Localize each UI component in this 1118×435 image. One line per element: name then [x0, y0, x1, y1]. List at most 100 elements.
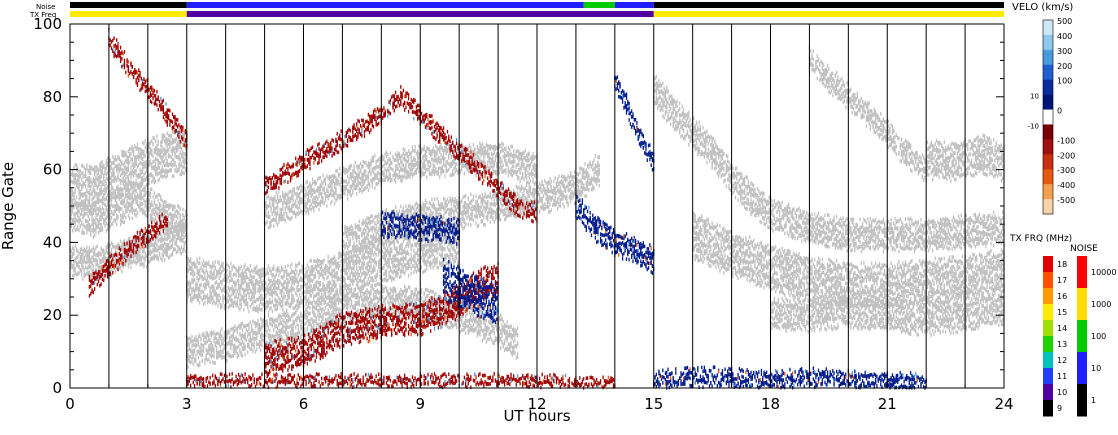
ground-echo-cell: [365, 283, 366, 287]
ground-echo-cell: [234, 351, 235, 355]
ground-echo-cell: [160, 195, 161, 199]
ground-echo-cell: [182, 233, 183, 237]
ground-echo-cell: [207, 277, 208, 281]
ground-echo-cell: [309, 283, 310, 287]
ground-echo-cell: [172, 149, 173, 153]
ground-echo-cell: [251, 303, 252, 307]
ground-echo-cell: [250, 305, 251, 309]
ground-echo-cell: [134, 239, 135, 243]
ground-echo-cell: [375, 278, 376, 282]
ground-echo-cell: [239, 299, 240, 303]
ground-echo-cell: [382, 250, 383, 254]
ground-echo-cell: [230, 261, 231, 265]
ground-echo-cell: [104, 192, 105, 196]
ground-echo-cell: [203, 284, 204, 288]
ground-echo-cell: [126, 209, 127, 213]
ground-echo-cell: [180, 132, 181, 136]
ground-echo-cell: [340, 275, 341, 279]
ground-echo-cell: [146, 191, 147, 195]
ground-echo-cell: [421, 256, 422, 260]
ground-echo-cell: [234, 266, 235, 270]
ground-echo-cell: [268, 278, 269, 282]
ground-echo-cell: [298, 289, 299, 293]
ground-echo-cell: [235, 302, 236, 306]
ground-echo-cell: [298, 280, 299, 284]
ground-echo-cell: [296, 270, 297, 274]
ground-echo-cell: [120, 159, 121, 163]
ground-echo-cell: [399, 247, 400, 251]
ground-echo-cell: [213, 355, 214, 359]
ground-echo-cell: [243, 296, 244, 300]
ground-echo-cell: [294, 306, 295, 310]
ground-echo-cell: [234, 295, 235, 299]
ground-echo-cell: [100, 165, 101, 169]
ground-echo-cell: [102, 181, 103, 185]
ground-echo-cell: [383, 278, 384, 282]
ground-echo-cell: [361, 266, 362, 270]
ground-echo-cell: [404, 247, 405, 251]
ground-echo-cell: [124, 239, 125, 243]
ground-echo-cell: [168, 256, 169, 260]
ground-echo-cell: [250, 290, 251, 294]
ground-echo-cell: [221, 289, 222, 293]
ground-echo-cell: [311, 265, 312, 269]
ground-echo-cell: [86, 261, 87, 265]
ground-echo-cell: [78, 260, 79, 264]
ground-echo-cell: [184, 230, 185, 234]
ground-echo-cell: [86, 212, 87, 216]
ground-echo-cell: [216, 332, 217, 336]
ground-echo-cell: [123, 154, 124, 158]
ground-echo-cell: [165, 204, 166, 208]
ground-echo-cell: [361, 285, 362, 289]
ground-echo-cell: [414, 260, 415, 264]
ground-echo-cell: [352, 278, 353, 282]
ground-echo-cell: [146, 160, 147, 164]
ground-echo-cell: [373, 279, 374, 283]
ground-echo-cell: [455, 251, 456, 255]
ground-echo-cell: [81, 253, 82, 257]
ground-echo-cell: [360, 259, 361, 263]
ground-echo-cell: [80, 224, 81, 228]
ground-echo-cell: [123, 176, 124, 180]
ground-echo-cell: [238, 354, 239, 358]
ground-echo-cell: [208, 358, 209, 362]
ground-echo-cell: [209, 265, 210, 269]
ground-echo-cell: [202, 289, 203, 293]
ground-echo-cell: [304, 281, 305, 285]
ground-echo-cell: [387, 258, 388, 262]
ground-echo-cell: [277, 287, 278, 291]
ground-echo-cell: [407, 250, 408, 254]
ground-echo-cell: [343, 258, 344, 262]
ground-echo-cell: [88, 228, 89, 232]
ground-echo-cell: [154, 148, 155, 152]
ground-echo-cell: [383, 252, 384, 256]
ground-echo-cell: [115, 256, 116, 260]
ground-echo-cell: [407, 243, 408, 247]
ground-echo-cell: [72, 189, 73, 193]
ground-echo-cell: [320, 288, 321, 292]
ground-echo-cell: [226, 335, 227, 339]
ground-echo-cell: [198, 262, 199, 266]
ground-echo-cell: [164, 209, 165, 213]
ground-echo-cell: [457, 251, 458, 255]
ground-echo-cell: [184, 226, 185, 230]
ground-echo-cell: [167, 210, 168, 214]
ground-echo-cell: [278, 283, 279, 287]
ground-echo-cell: [148, 182, 149, 186]
ground-echo-cell: [164, 152, 165, 156]
ground-echo-cell: [337, 276, 338, 280]
ground-echo-cell: [388, 244, 389, 248]
ground-echo-cell: [260, 294, 261, 298]
ground-echo-cell: [141, 256, 142, 260]
ground-echo-cell: [281, 293, 282, 297]
ground-echo-cell: [194, 289, 195, 293]
ground-echo-cell: [212, 273, 213, 277]
ground-echo-cell: [207, 271, 208, 275]
ground-echo-cell: [143, 257, 144, 261]
ground-echo-cell: [99, 222, 100, 226]
ground-echo-cell: [78, 229, 79, 233]
ground-echo-cell: [427, 260, 428, 264]
ground-echo-cell: [160, 174, 161, 178]
ground-echo-cell: [206, 269, 207, 273]
ground-echo-cell: [212, 360, 213, 364]
